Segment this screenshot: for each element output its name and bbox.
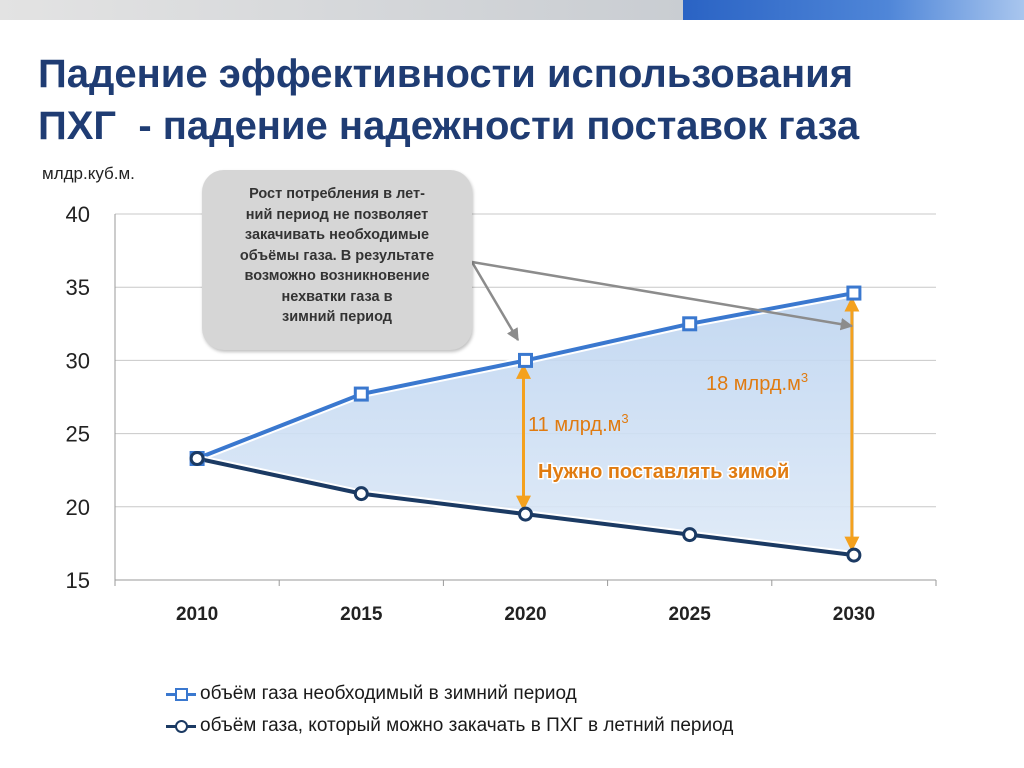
x-tick-label: 2015 [340, 604, 383, 625]
y-axis-unit-label: млдр.куб.м. [42, 164, 135, 183]
y-tick-label: 15 [66, 568, 90, 593]
data-point-summer [518, 506, 533, 522]
data-point-summer [846, 547, 862, 563]
legend-item-winter: объём газа необходимый в зимний период [166, 678, 733, 710]
legend-label-winter: объём газа необходимый в зимний период [200, 683, 577, 704]
data-point-summer [353, 486, 369, 502]
data-point-winter [518, 352, 533, 368]
data-point-winter [846, 285, 862, 301]
data-point-winter [353, 386, 369, 402]
callout-line: Рост потребления в лет- [249, 186, 425, 202]
callout-text: Рост потребления в лет- ний период не по… [202, 184, 472, 328]
legend-item-summer: объём газа, который можно закачать в ПХГ… [166, 710, 733, 742]
y-tick-label: 30 [66, 348, 90, 373]
callout-line: возможно возникновение [244, 268, 430, 284]
callout-line: ний период не позволяет [245, 206, 429, 223]
chart-legend: объём газа необходимый в зимний период о… [166, 678, 733, 742]
legend-label-summer: объём газа, который можно закачать в ПХГ… [200, 715, 734, 736]
callout-box: Рост потребления в лет- ний период не по… [202, 170, 472, 350]
y-tick-label: 40 [66, 202, 90, 227]
data-point-winter [682, 316, 698, 332]
callout-arrow-2020 [470, 261, 520, 342]
data-point-summer [189, 450, 205, 466]
x-tick-label: 2025 [669, 604, 712, 625]
slide-title-line-1: Падение эффективности использования [38, 52, 854, 96]
callout-line: нехватки газа в [281, 288, 393, 305]
callout-line: объёмы газа. В результате [239, 247, 435, 264]
legend-circle-marker-icon [166, 716, 196, 736]
top-decoration-bar [0, 0, 1024, 22]
gap-label-2030: 18 млрд.м3 [706, 370, 808, 395]
top-bar-grey-segment [0, 0, 683, 20]
slide-title: Падение эффективности использования ПХГ … [38, 48, 998, 152]
y-tick-label: 25 [66, 422, 90, 447]
x-tick-label: 2020 [504, 604, 546, 625]
gap-label-2020: 11 млрд.м3 [528, 411, 629, 436]
callout-line: зимний период [282, 309, 392, 325]
winter-supply-note: Нужно поставлять зимой [538, 461, 789, 483]
y-tick-label: 20 [66, 495, 90, 520]
data-point-summer [682, 527, 698, 543]
slide-title-line-2: ПХГ - падение надежности поставок газа [38, 104, 860, 148]
x-tick-label: 2010 [176, 604, 218, 625]
top-bar-blue-segment [683, 0, 1024, 20]
legend-square-marker-icon [166, 684, 196, 704]
y-tick-label: 35 [66, 275, 90, 300]
callout-arrow-2030 [471, 260, 854, 331]
callout-line: закачивать необходимые [244, 227, 430, 243]
x-tick-label: 2030 [833, 604, 875, 625]
